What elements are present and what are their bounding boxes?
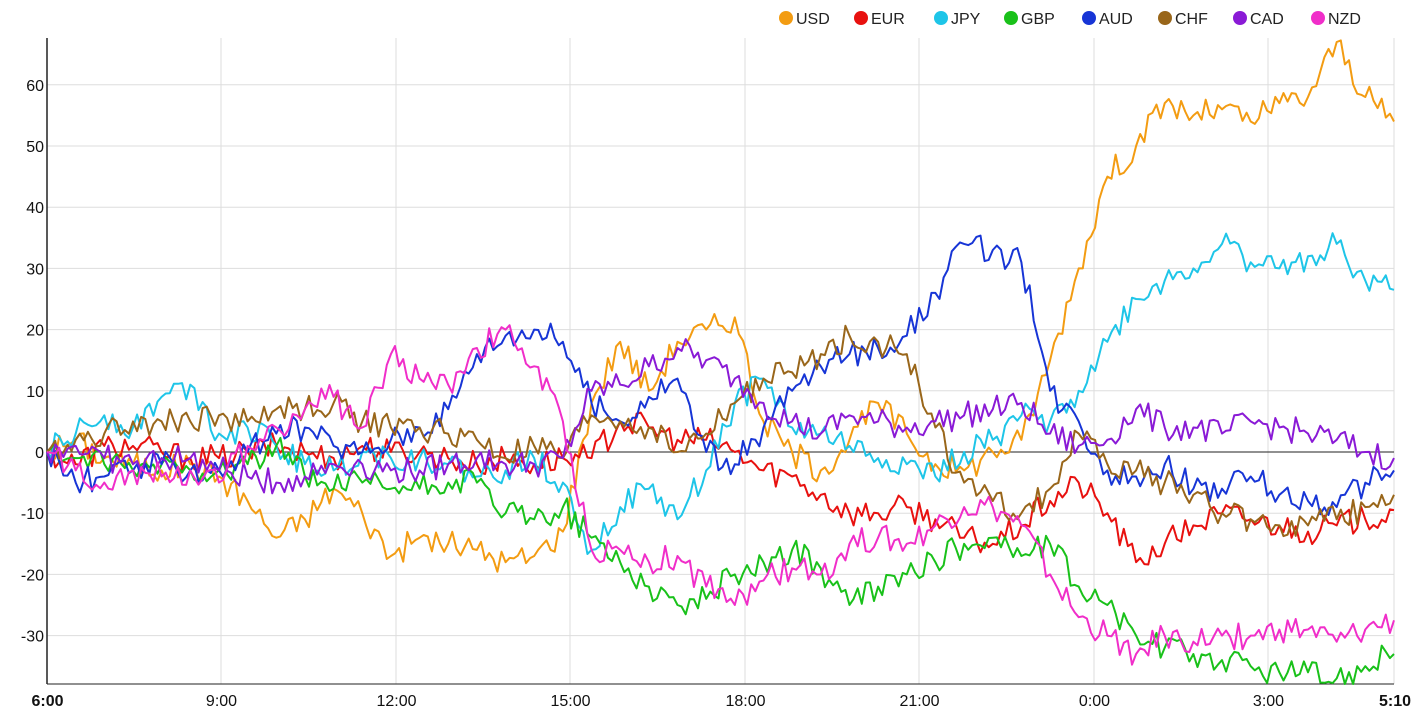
legend-marker: [934, 11, 948, 25]
x-tick-label: 18:00: [725, 693, 765, 710]
legend-label: EUR: [871, 11, 905, 28]
y-tick-label: 30: [26, 261, 44, 278]
grid-lines: [46, 38, 1395, 684]
legend-item-gbp[interactable]: GBP: [1004, 11, 1055, 28]
legend-item-jpy[interactable]: JPY: [934, 11, 981, 28]
legend-label: CHF: [1175, 11, 1208, 28]
legend-marker: [1233, 11, 1247, 25]
legend-label: CAD: [1250, 11, 1284, 28]
legend: USD EUR JPY GBP AUD CHF CAD NZD: [779, 11, 1361, 28]
series-line-chf: [46, 324, 1395, 538]
legend-label: USD: [796, 11, 830, 28]
series-line-gbp: [46, 436, 1395, 685]
y-tick-label: 50: [26, 139, 44, 156]
y-tick-label: 10: [26, 384, 44, 401]
x-tick-label: 0:00: [1079, 693, 1110, 710]
legend-item-cad[interactable]: CAD: [1233, 11, 1284, 28]
legend-marker: [1311, 11, 1325, 25]
legend-label: NZD: [1328, 11, 1361, 28]
legend-item-chf[interactable]: CHF: [1158, 11, 1208, 28]
y-tick-label: -10: [21, 506, 44, 523]
series-line-aud: [46, 234, 1395, 516]
y-tick-label: 20: [26, 323, 44, 340]
series-line-cad: [46, 338, 1395, 495]
legend-item-nzd[interactable]: NZD: [1311, 11, 1361, 28]
legend-item-aud[interactable]: AUD: [1082, 11, 1133, 28]
legend-label: GBP: [1021, 11, 1055, 28]
legend-marker: [854, 11, 868, 25]
legend-marker: [779, 11, 793, 25]
legend-label: JPY: [951, 11, 981, 28]
y-tick-label: 40: [26, 200, 44, 217]
y-tick-label: 0: [35, 445, 44, 462]
legend-item-eur[interactable]: EUR: [854, 11, 905, 28]
x-tick-label: 9:00: [206, 693, 237, 710]
series-line-usd: [46, 39, 1395, 573]
x-tick-label: 6:00: [31, 693, 63, 710]
x-tick-label: 21:00: [899, 693, 939, 710]
series-line-nzd: [46, 324, 1395, 666]
x-tick-label: 5:10: [1379, 693, 1411, 710]
x-tick-label: 3:00: [1253, 693, 1284, 710]
legend-item-usd[interactable]: USD: [779, 11, 830, 28]
legend-marker: [1004, 11, 1018, 25]
legend-marker: [1082, 11, 1096, 25]
series-line-jpy: [46, 232, 1395, 555]
legend-marker: [1158, 11, 1172, 25]
y-tick-label: -20: [21, 567, 44, 584]
x-tick-label: 12:00: [376, 693, 416, 710]
y-tick-label: 60: [26, 78, 44, 95]
y-tick-label: -30: [21, 629, 44, 646]
x-tick-label: 15:00: [550, 693, 590, 710]
legend-label: AUD: [1099, 11, 1133, 28]
